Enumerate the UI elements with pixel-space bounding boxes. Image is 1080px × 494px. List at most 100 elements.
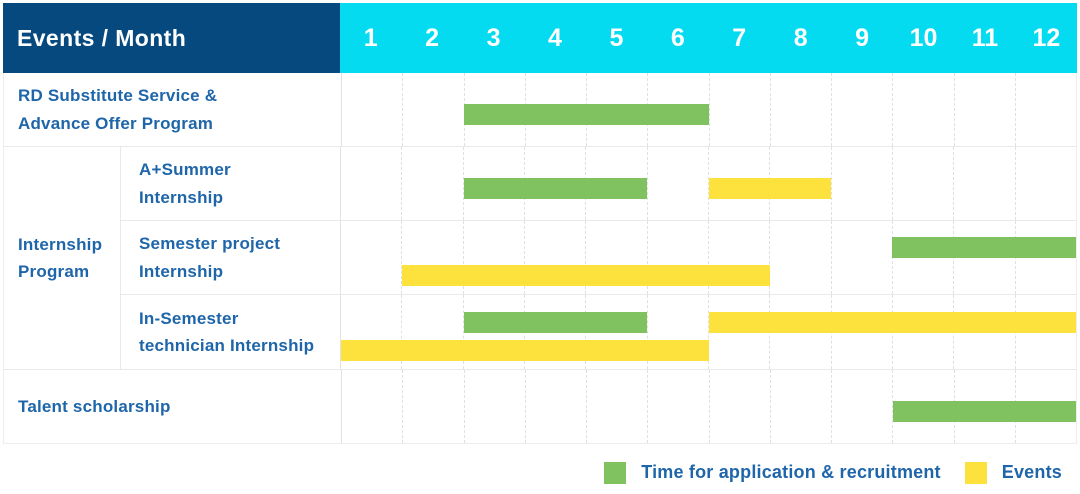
month-header-cell-12: 12 <box>1032 23 1061 52</box>
table-header: Events / Month 1 2 3 4 5 6 7 8 9 10 11 12 <box>3 3 1077 73</box>
month-grid-cell <box>708 73 770 146</box>
month-grid-cell <box>586 370 647 443</box>
month-header-cell-10: 10 <box>909 23 938 52</box>
month-grid-cell <box>892 73 953 146</box>
month-grid-cell <box>342 370 402 443</box>
row-semester-project-internship: Semester project Internship <box>121 220 1076 294</box>
row-label-line: Internship <box>139 261 224 281</box>
bar-recruitment <box>892 400 1076 422</box>
bar-recruitment <box>892 237 1076 259</box>
row-label-line: Internship <box>139 187 224 207</box>
bar-recruitment <box>463 177 648 199</box>
events-month-header-cell: Events / Month <box>3 3 340 73</box>
month-grid-cell <box>402 73 463 146</box>
row-label-line: Semester project <box>139 234 281 254</box>
month-grid-cell <box>769 370 831 443</box>
month-grid-cell <box>707 147 769 220</box>
bar-event <box>708 311 1076 333</box>
month-grid-cell <box>1014 73 1076 146</box>
legend-swatch-recruitment <box>604 461 627 484</box>
month-grid-cell <box>646 221 708 294</box>
month-grid-cell <box>707 221 769 294</box>
legend-swatch-events <box>964 461 987 484</box>
month-grid-cell <box>462 147 524 220</box>
row-label-line: Program <box>18 262 90 281</box>
month-header-cell-11: 11 <box>971 23 999 52</box>
month-grid-cell <box>707 295 769 369</box>
month-header-cell-9: 9 <box>855 23 870 52</box>
month-grid-cell <box>831 370 892 443</box>
legend-label-recruitment: Time for application & recruitment <box>641 462 941 482</box>
group-label-internship-program: Internship Program <box>4 147 121 369</box>
row-label-line: In-Semester <box>139 308 239 328</box>
month-grid-cell <box>401 295 462 369</box>
bar-recruitment <box>463 311 648 333</box>
group-internship-program: Internship Program A+Summer Internship Semes… <box>4 146 1076 369</box>
month-grid-cell <box>341 221 401 294</box>
month-grid-cell <box>463 370 525 443</box>
month-header-cell-5: 5 <box>609 23 624 52</box>
row-label-line: Talent scholarship <box>18 396 171 416</box>
month-grid-cell <box>401 147 462 220</box>
row-label-in-semester-technician-internship: In-Semester technician Internship <box>121 295 340 369</box>
bar-recruitment <box>464 103 709 125</box>
row-label-talent-scholarship: Talent scholarship <box>4 370 341 443</box>
row-a-plus-summer-internship: A+Summer Internship <box>121 147 1076 220</box>
bar-event <box>402 265 770 287</box>
chart-area-rd-substitute-service <box>341 73 1076 146</box>
month-grid-cell <box>1014 147 1076 220</box>
chart-area-a-plus-summer-internship <box>340 147 1076 220</box>
chart-area-in-semester-technician-internship <box>340 295 1076 369</box>
chart-area-talent-scholarship <box>341 370 1076 443</box>
row-label-line: Internship <box>18 234 103 254</box>
month-header-cell-1: 1 <box>363 23 378 52</box>
row-rd-substitute-service: RD Substitute Service & Advance Offer Pro… <box>4 73 1076 146</box>
month-grid-cell <box>830 147 892 220</box>
row-label-line: A+Summer <box>139 160 231 180</box>
row-label-line: RD Substitute Service & <box>18 86 218 106</box>
month-grid-cell <box>524 370 586 443</box>
month-grid-cell <box>953 147 1014 220</box>
month-grid-cell <box>523 221 585 294</box>
bar-event <box>341 339 709 361</box>
month-grid-cell <box>769 73 831 146</box>
month-grid-cell <box>401 221 462 294</box>
row-label-semester-project-internship: Semester project Internship <box>121 221 340 294</box>
row-label-rd-substitute-service: RD Substitute Service & Advance Offer Pro… <box>4 73 341 146</box>
month-grid-cell <box>891 147 953 220</box>
month-header-cell-6: 6 <box>670 23 685 52</box>
row-label-line: technician Internship <box>139 336 315 355</box>
month-grid-cell <box>463 73 525 146</box>
schedule-table: Events / Month 1 2 3 4 5 6 7 8 9 10 11 12 RD Substi… <box>3 3 1077 444</box>
month-grid-cell <box>830 221 892 294</box>
chart-area-semester-project-internship <box>340 221 1076 294</box>
row-label-a-plus-summer-internship: A+Summer Internship <box>121 147 340 220</box>
month-header-cell-8: 8 <box>793 23 808 52</box>
row-label-line: Advance Offer Program <box>18 113 214 133</box>
month-grid-cell <box>341 147 401 220</box>
legend-label-events: Events <box>1001 462 1062 482</box>
events-month-header-label: Events / Month <box>17 24 187 51</box>
month-grid <box>342 73 1076 146</box>
month-grid-cell <box>342 73 402 146</box>
month-grid-cell <box>585 221 646 294</box>
month-grid-cell <box>953 73 1015 146</box>
month-grid-cell <box>708 370 770 443</box>
month-grid-cell <box>769 221 830 294</box>
legend: Time for application & recruitment Event… <box>604 461 1062 484</box>
month-header-cell-7: 7 <box>732 23 747 52</box>
month-header-cell-4: 4 <box>548 23 562 52</box>
month-grid-cell <box>646 147 708 220</box>
month-grid-cell <box>462 221 524 294</box>
row-in-semester-technician-internship: In-Semester technician Internship <box>121 294 1076 369</box>
month-grid-cell <box>647 370 708 443</box>
month-header-cell-3: 3 <box>486 23 501 52</box>
bar-event <box>708 177 831 199</box>
group-sub-rows: A+Summer Internship Semester project Intern… <box>121 147 1076 369</box>
row-talent-scholarship: Talent scholarship <box>4 369 1076 443</box>
month-header-row: 1 2 3 4 5 6 7 8 9 10 11 12 <box>340 3 1077 73</box>
month-grid-cell <box>462 295 524 369</box>
month-header-cell-2: 2 <box>425 23 440 52</box>
month-grid-cell <box>831 73 892 146</box>
